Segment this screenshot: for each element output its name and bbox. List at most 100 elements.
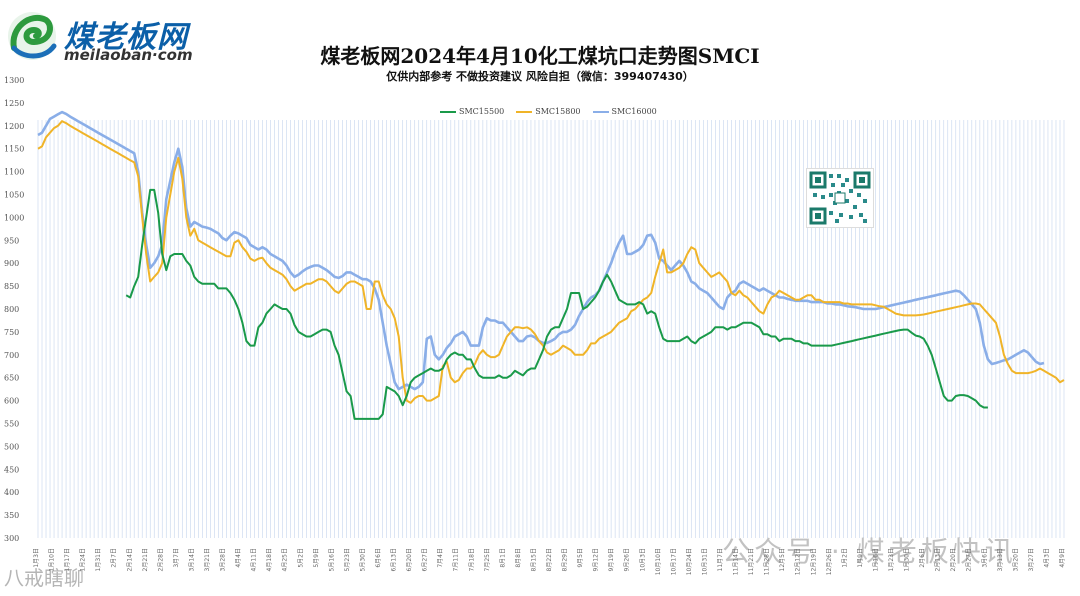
y-tick-label: 850 (4, 282, 19, 291)
logo-swirl-icon (8, 12, 57, 60)
x-tick-label: 10月17日 (670, 548, 677, 575)
x-tick-label: 5月16日 (328, 548, 335, 571)
brand-logo: 煤老板网 meilaoban·com (4, 8, 239, 64)
y-tick-label: 700 (4, 351, 19, 360)
x-tick-label: 1月3日 (33, 548, 40, 568)
qr-code-image (806, 168, 874, 228)
x-tick-label: 4月25日 (282, 548, 289, 571)
y-tick-label: 400 (4, 488, 19, 497)
x-tick-label: 3月20日 (1012, 548, 1019, 571)
x-tick-label: 9月19日 (608, 548, 615, 571)
x-tick-label: 10月24日 (686, 548, 693, 575)
x-tick-label: 1月2日 (841, 548, 848, 568)
y-tick-label: 600 (4, 397, 19, 406)
y-tick-label: 1100 (4, 168, 24, 177)
series-lines (37, 110, 1065, 420)
x-tick-label: 1月31日 (95, 548, 102, 571)
legend-item-smc15500: SMC15500 (440, 107, 504, 116)
x-tick-label: 3月27日 (1028, 548, 1035, 571)
x-tick-label: 3月14日 (188, 548, 195, 571)
x-tick-label: 8月15日 (530, 548, 537, 571)
x-tick-label: 5月2日 (297, 548, 304, 568)
y-tick-label: 300 (4, 534, 19, 543)
chart-title: 煤老板网2024年4月10化工煤坑口走势图SMCI (320, 44, 760, 68)
x-tick-label: 3月13日 (997, 548, 1004, 571)
x-tick-label: 10月3日 (639, 548, 646, 571)
y-tick-label: 900 (4, 259, 19, 268)
y-tick-label: 1300 (4, 76, 24, 85)
y-tick-label: 1000 (4, 213, 24, 222)
x-tick-label: 3月21日 (204, 548, 211, 571)
y-tick-label: 450 (4, 465, 19, 474)
x-tick-label: 8月29日 (562, 548, 569, 571)
x-tick-label: 2月21日 (142, 548, 149, 571)
x-tick-label: 11月21日 (748, 548, 755, 575)
x-tick-label: 6月27日 (422, 548, 429, 571)
y-tick-label: 800 (4, 305, 19, 314)
x-tick-label: 2月20日 (950, 548, 957, 571)
x-tick-label: 8月1日 (499, 548, 506, 568)
x-tick-label: 1月24日 (80, 548, 87, 571)
x-tick-label: 8月22日 (546, 548, 553, 571)
x-tick-label: 12月5日 (779, 548, 786, 571)
x-tick-label: 1月9日 (857, 548, 864, 568)
x-tick-label: 7月18日 (468, 548, 475, 571)
x-tick-label: 4月4日 (235, 548, 242, 568)
x-tick-label: 1月17日 (64, 548, 71, 571)
y-axis-ticks: 300 350 400 450 500 550 600 650 700 750 800 850 900 9… (4, 76, 24, 543)
y-tick-label: 1250 (4, 99, 24, 108)
y-tick-label: 1050 (4, 191, 24, 200)
x-tick-label: 4月3日 (1043, 548, 1050, 568)
chart-legend: SMC15500 SMC15800 SMC16000 (440, 107, 657, 116)
brand-name: 煤老板网 (64, 20, 188, 55)
x-tick-label: 2月6日 (919, 548, 926, 568)
series-line-smc15800 (37, 120, 1065, 404)
watermark-right: 公众号 · 煤老板快讯 (722, 535, 1017, 568)
x-tick-label: 11月14日 (733, 548, 740, 575)
brand-domain: meilaoban·com (64, 46, 193, 64)
x-tick-label: 12月19日 (810, 548, 817, 575)
x-tick-label: 2月13日 (935, 548, 942, 571)
x-tick-label: 9月12日 (593, 548, 600, 571)
x-tick-label: 1月16日 (872, 548, 879, 571)
x-tick-label: 6月13日 (391, 548, 398, 571)
x-tick-label: 6月20日 (406, 548, 413, 571)
x-tick-label: 12月26日 (826, 548, 833, 575)
x-tick-label: 11月7日 (717, 548, 724, 571)
x-tick-label: 1月30日 (904, 548, 911, 571)
x-tick-label: 8月8日 (515, 548, 522, 568)
x-tick-label: 3月7日 (173, 548, 180, 568)
x-tick-label: 1月10日 (49, 548, 56, 571)
series-line-smc16000 (37, 110, 1045, 391)
y-tick-label: 1150 (4, 145, 24, 154)
legend-item-smc15800: SMC15800 (516, 107, 581, 116)
series-line-smc15500 (125, 188, 988, 420)
legend-label-smc15800: SMC15800 (535, 107, 581, 116)
watermark-left: 八戒瞎聊 (4, 566, 84, 590)
x-tick-label: 1月23日 (888, 548, 895, 571)
y-tick-label: 1200 (4, 122, 24, 131)
x-tick-label: 9月26日 (624, 548, 631, 571)
x-tick-label: 12月12日 (795, 548, 802, 575)
y-tick-label: 500 (4, 442, 19, 451)
x-tick-label: 5月23日 (344, 548, 351, 571)
legend-label-smc16000: SMC16000 (611, 107, 657, 116)
gridlines (37, 120, 1065, 538)
legend-item-smc16000: SMC16000 (592, 107, 657, 116)
qr-code-icon (809, 171, 871, 225)
x-tick-label: 4月11日 (251, 548, 258, 571)
legend-swatch-smc15500 (440, 110, 456, 113)
x-tick-label: 5月9日 (313, 548, 320, 568)
x-tick-label: 4月18日 (266, 548, 273, 571)
x-tick-label: 10月31日 (701, 548, 708, 575)
y-tick-label: 350 (4, 511, 19, 520)
legend-swatch-smc16000 (592, 110, 609, 113)
y-tick-label: 550 (4, 420, 19, 429)
y-tick-label: 750 (4, 328, 19, 337)
x-tick-label: 3月6日 (981, 548, 988, 568)
y-tick-label: 950 (4, 236, 19, 245)
chart-subtitle: 仅供内部参考 不做投资建议 风险自担（微信：399407430） (386, 70, 694, 83)
x-tick-label: 10月10日 (655, 548, 662, 575)
x-tick-label: 2月27日 (966, 548, 973, 571)
